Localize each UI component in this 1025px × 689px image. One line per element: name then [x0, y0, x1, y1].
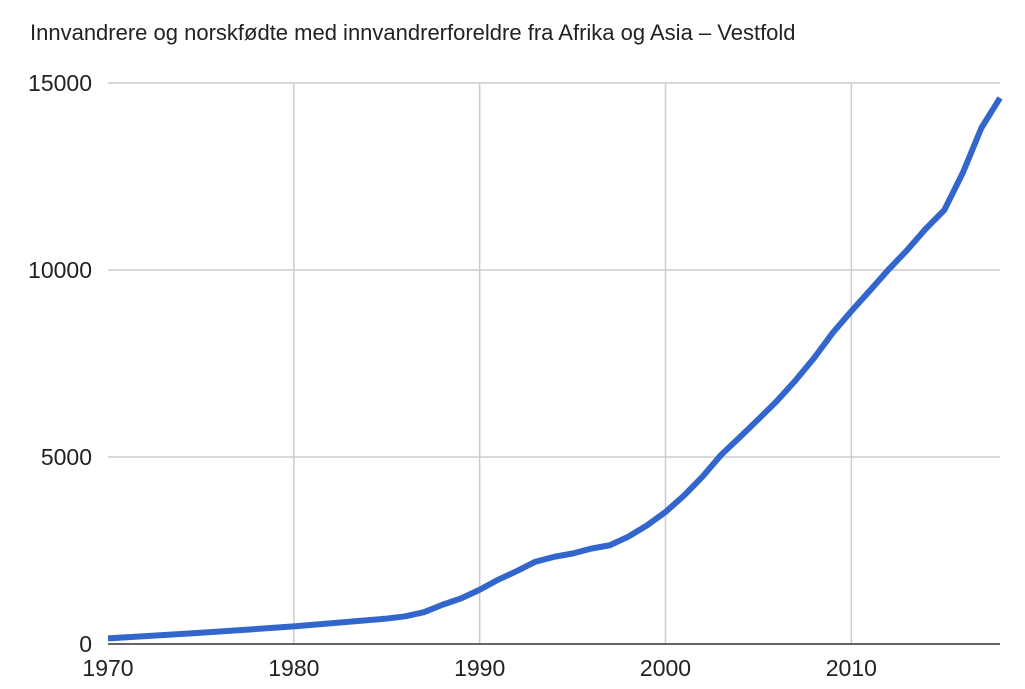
y-tick-label: 5000	[41, 444, 92, 470]
x-tick-label: 1990	[454, 655, 505, 681]
y-tick-label: 15000	[28, 70, 92, 96]
y-tick-label: 10000	[28, 257, 92, 283]
y-tick-label: 0	[79, 631, 92, 657]
x-tick-label: 2010	[826, 655, 877, 681]
x-tick-label: 1980	[268, 655, 319, 681]
chart-title: Innvandrere og norskfødte med innvandrer…	[30, 20, 796, 45]
x-tick-label: 1970	[82, 655, 133, 681]
line	[107, 96, 1003, 642]
x-tick-label: 2000	[640, 655, 691, 681]
